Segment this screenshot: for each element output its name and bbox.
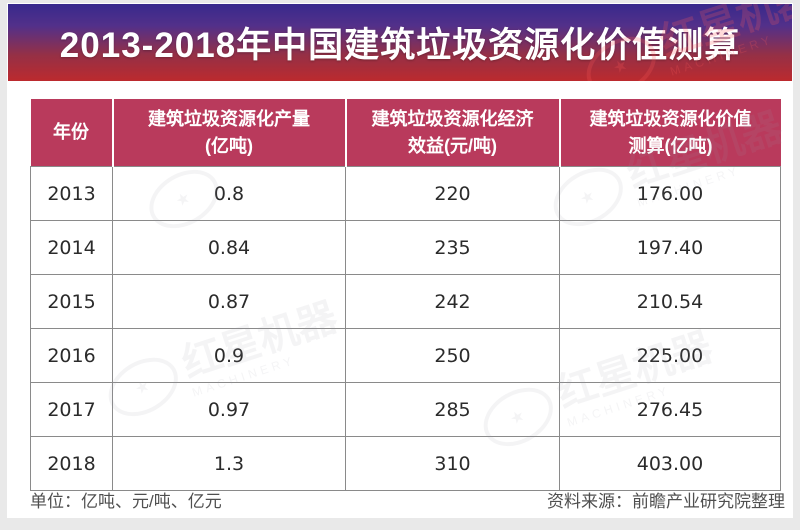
table-row: 2014 0.84 235 197.40 bbox=[30, 220, 781, 275]
col-header-output: 建筑垃圾资源化产量 (亿吨) bbox=[112, 99, 347, 167]
title-banner: ★ 红星机器 MACHINERY 2013-2018年中国建筑垃圾资源化价值测算 bbox=[8, 4, 792, 81]
cell-value: 225.00 bbox=[559, 328, 781, 383]
cell-year: 2016 bbox=[30, 328, 113, 383]
col-header-line: 建筑垃圾资源化价值 bbox=[589, 109, 752, 130]
source-note: 资料来源：前瞻产业研究院整理 bbox=[547, 492, 785, 511]
cell-value: 276.45 bbox=[559, 382, 781, 437]
table-row: 2013 0.8 220 176.00 bbox=[30, 166, 781, 221]
col-header-line: 效益(元/吨) bbox=[408, 135, 497, 156]
cell-value: 403.00 bbox=[559, 436, 781, 491]
cell-year: 2017 bbox=[30, 382, 113, 437]
col-header-line: (亿吨) bbox=[205, 135, 253, 156]
col-header-value: 建筑垃圾资源化价值 测算(亿吨) bbox=[559, 99, 781, 167]
cell-value: 176.00 bbox=[559, 166, 781, 221]
cell-year: 2014 bbox=[30, 220, 113, 275]
data-table: 年份 建筑垃圾资源化产量 (亿吨) 建筑垃圾资源化经济 效益(元/吨) 建筑垃圾… bbox=[30, 99, 781, 491]
cell-benefit: 285 bbox=[345, 382, 560, 437]
footer: 单位：亿吨、元/吨、亿元 资料来源：前瞻产业研究院整理 bbox=[30, 487, 785, 512]
cell-benefit: 242 bbox=[345, 274, 560, 329]
unit-note: 单位：亿吨、元/吨、亿元 bbox=[30, 492, 222, 511]
cell-value: 197.40 bbox=[559, 220, 781, 275]
table-row: 2015 0.87 242 210.54 bbox=[30, 274, 781, 329]
cell-output: 1.3 bbox=[112, 436, 346, 491]
cell-output: 0.9 bbox=[112, 328, 346, 383]
col-header-year: 年份 bbox=[30, 99, 114, 167]
col-header-line: 建筑垃圾资源化产量 bbox=[148, 109, 310, 130]
cell-benefit: 250 bbox=[345, 328, 560, 383]
col-header-line: 测算(亿吨) bbox=[628, 135, 713, 156]
col-header-benefit: 建筑垃圾资源化经济 效益(元/吨) bbox=[345, 99, 561, 167]
cell-year: 2018 bbox=[30, 436, 113, 491]
cell-output: 0.8 bbox=[112, 166, 346, 221]
cell-output: 0.87 bbox=[112, 274, 346, 329]
table-row: 2018 1.3 310 403.00 bbox=[30, 436, 781, 491]
cell-output: 0.84 bbox=[112, 220, 346, 275]
cell-benefit: 310 bbox=[345, 436, 560, 491]
col-header-line: 建筑垃圾资源化经济 bbox=[371, 109, 534, 130]
cell-value: 210.54 bbox=[559, 274, 781, 329]
cell-year: 2013 bbox=[30, 166, 113, 221]
cell-benefit: 220 bbox=[345, 166, 560, 221]
table-row: 2017 0.97 285 276.45 bbox=[30, 382, 781, 437]
table-header-row: 年份 建筑垃圾资源化产量 (亿吨) 建筑垃圾资源化经济 效益(元/吨) 建筑垃圾… bbox=[30, 99, 781, 167]
table-row: 2016 0.9 250 225.00 bbox=[30, 328, 781, 383]
cell-output: 0.97 bbox=[112, 382, 346, 437]
cell-benefit: 235 bbox=[345, 220, 560, 275]
col-header-line: 年份 bbox=[53, 122, 89, 143]
table-container: 年份 建筑垃圾资源化产量 (亿吨) 建筑垃圾资源化经济 效益(元/吨) 建筑垃圾… bbox=[30, 99, 781, 491]
cell-year: 2015 bbox=[30, 274, 113, 329]
content-panel: ★ 红星机器 MACHINERY 2013-2018年中国建筑垃圾资源化价值测算… bbox=[7, 3, 793, 518]
page-title: 2013-2018年中国建筑垃圾资源化价值测算 bbox=[59, 26, 741, 65]
